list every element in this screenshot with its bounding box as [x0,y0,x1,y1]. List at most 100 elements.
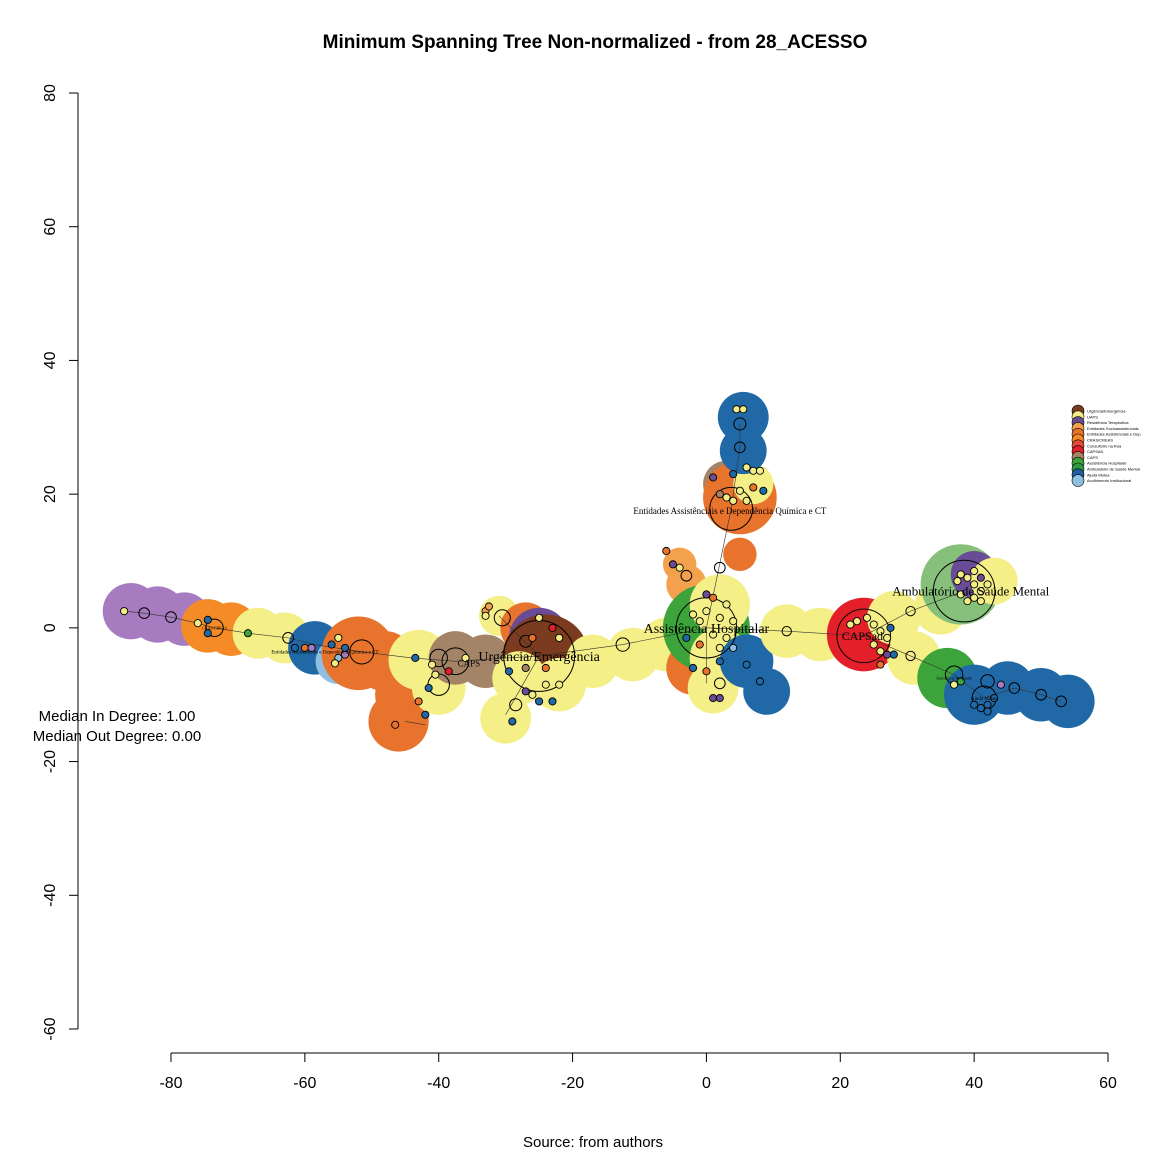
y-tick-label-7: 80 [42,84,59,102]
edge-2 [170,616,198,624]
hollow-node-17 [980,674,995,689]
edge-26 [405,721,426,726]
node-107 [996,680,1005,689]
node-0 [120,607,129,616]
node-label-4: Entidades Assistênciais e Dependência Qu… [633,506,826,516]
legend-label-6: Consultório na Rua [1087,443,1122,448]
node-25 [481,611,490,620]
node-67 [722,493,731,502]
node-44 [682,633,691,642]
edge-24 [1014,687,1042,696]
hollow-node-30 [680,569,693,582]
hollow-node-29 [713,677,726,690]
hollow-node-10 [282,632,294,644]
node-102 [970,700,979,709]
node-92 [963,573,972,582]
node-35 [548,623,557,632]
node-45 [695,617,704,626]
edge-7 [314,644,362,653]
node-84 [876,647,885,656]
node-39 [541,663,550,673]
node-63 [702,590,711,599]
node-108 [956,677,965,686]
node-1 [193,619,202,628]
halo-12 [368,691,429,752]
node-55 [729,643,738,652]
node-48 [715,613,724,622]
halo-36 [723,537,757,572]
node-27 [504,667,514,676]
node-69 [735,486,744,495]
edge-19 [910,590,965,612]
node-label-8: Ajuda Mútua [971,697,998,702]
node-halos [102,391,1095,752]
hollow-node-14 [905,650,916,662]
node-label-7: CRAS/CREAS [202,625,226,630]
node-7 [307,643,316,652]
node-58 [715,657,724,666]
node-76 [732,405,741,414]
hollow-node-27 [509,698,523,712]
node-59 [742,660,751,669]
node-14 [411,653,420,662]
tree-edges [124,423,1062,726]
node-80 [863,613,872,622]
node-label-3: Ambulatório de Saúde Mental [892,584,1049,599]
hollow-node-18 [1008,682,1021,694]
y-tick-label-3: 0 [42,623,59,632]
hollow-node-19 [1035,688,1047,701]
hollow-node-20 [1055,695,1068,708]
chart-title: Minimum Spanning Tree Non-normalized - f… [323,32,868,53]
node-label-9: Assistência Hospitalar [936,675,973,680]
hollow-node-4 [709,486,754,531]
legend-label-10: Ambulatório de Saúde Mental [1087,467,1140,472]
node-17 [431,670,440,679]
node-50 [715,643,724,652]
node-96 [963,597,972,606]
node-46 [702,607,711,616]
node-labels: Urgência/Emergência Assistência Hospitala… [202,506,1049,702]
node-29 [521,687,530,696]
node-5 [290,643,299,652]
edge-8 [361,651,412,659]
edge-4 [214,627,249,634]
node-54 [709,593,718,602]
node-30 [528,690,537,699]
legend-label-5: CRAS/CREAS [1087,438,1113,443]
node-60 [755,677,765,686]
node-24 [484,602,493,611]
node-71 [742,463,751,472]
legend-label-2: Residência Terapeutica [1087,420,1129,425]
node-56 [688,663,698,673]
x-tick-label-7: 60 [1099,1075,1117,1092]
node-98 [976,573,985,582]
legend-label-11: Ajuda Mútua [1087,472,1110,477]
node-34 [535,697,544,706]
halo-35 [743,667,791,715]
hollow-node-8 [138,607,151,620]
x-tick-label-2: -40 [427,1075,450,1092]
hollow-node-25 [429,648,448,668]
node-label-5: CAPS [458,658,481,668]
halo-55 [1041,674,1095,729]
x-tick-label-3: -20 [561,1075,584,1092]
node-43 [688,610,698,619]
node-65 [709,473,718,482]
hollow-node-23 [713,561,726,574]
node-103 [976,704,985,713]
node-70 [742,496,751,505]
small-nodes [120,405,1005,729]
node-94 [976,587,985,596]
legend-label-12: Acolhimento Institucional [1087,478,1131,483]
node-3 [203,629,212,638]
edge-11 [539,644,623,657]
hollow-node-26 [493,609,511,627]
node-32 [555,680,564,689]
hollow-node-7 [205,618,224,638]
node-66 [715,490,724,499]
x-tick-label-1: -60 [293,1075,316,1092]
node-12 [334,633,343,642]
node-64 [729,470,738,479]
node-49 [695,640,704,649]
node-33 [548,697,557,706]
